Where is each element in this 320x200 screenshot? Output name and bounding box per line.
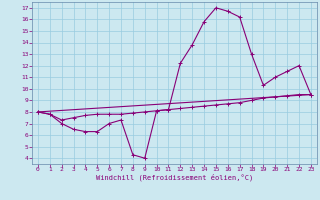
X-axis label: Windchill (Refroidissement éolien,°C): Windchill (Refroidissement éolien,°C) — [96, 174, 253, 181]
